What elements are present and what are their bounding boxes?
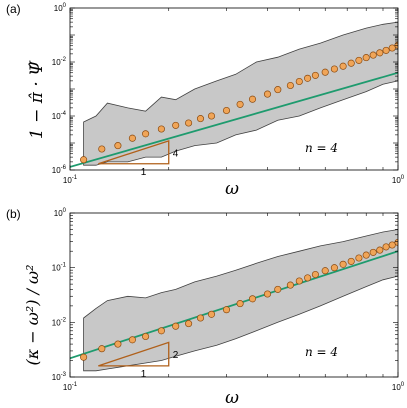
- panel-a-plot-area: 1 4 10-1 100 10-6 10-4 10-2 100: [52, 3, 405, 185]
- panel-a-data-point: [330, 65, 338, 73]
- panel-b-data-point: [222, 306, 231, 314]
- panel-b-data-point: [355, 254, 363, 262]
- panel-a-data-point: [142, 130, 150, 138]
- panel-a-label: (a): [6, 2, 21, 16]
- panel-b-data-point: [98, 345, 106, 353]
- panel-a-y-tick-label: 100: [54, 3, 67, 13]
- panel-a-data-point: [355, 56, 363, 64]
- panel-a-data-point: [286, 81, 294, 90]
- panel-b-data-point: [274, 285, 282, 293]
- panel-b-fit-line: [70, 250, 398, 360]
- panel-b-data-point: [80, 353, 88, 361]
- panel-a-annotation: n = 4: [305, 141, 338, 155]
- panel-b-ylabel-text: (κ − ω²) / ω²: [23, 264, 42, 365]
- panel-a-y-tick-label: 10-2: [52, 57, 67, 67]
- panel-b-data-point: [236, 300, 244, 308]
- panel-b-data-point: [369, 248, 377, 256]
- panel-a-slope-rise-label: 4: [173, 148, 179, 159]
- panel-a-data-layer: [70, 21, 398, 168]
- panel-a-data-point: [382, 46, 390, 54]
- panel-b-data-point: [185, 320, 193, 328]
- panel-a-data-point: [339, 62, 347, 70]
- panel-b-slope-rise-label: 2: [173, 350, 179, 361]
- panel-b-xlabel: ω: [225, 388, 239, 408]
- panel-a-slope-run-label: 1: [141, 167, 147, 178]
- panel-a-data-point: [128, 134, 136, 142]
- panel-a-data-point: [295, 77, 303, 86]
- panel-b-data-point: [263, 290, 272, 298]
- panel-a-ylabel-text: 1 − π̂ · Ψ̂: [27, 60, 47, 139]
- panel-a-data-point: [347, 59, 355, 67]
- panel-a-data-point: [207, 112, 216, 120]
- panel-a-y-tick-label: 10-6: [52, 165, 67, 175]
- panel-b-data-point: [286, 281, 294, 289]
- panel-a-data-point: [236, 100, 244, 108]
- panel-b-data-point: [311, 270, 319, 279]
- panel-b-x-tick-label: 100: [392, 382, 405, 392]
- panel-b-data-point: [347, 257, 355, 265]
- panel-b-data-point: [388, 241, 396, 249]
- panel-a-xlabel: ω: [225, 179, 239, 199]
- panel-a-data-point: [248, 95, 257, 103]
- panel-b-ylabel: (κ − ω²) / ω²: [23, 264, 42, 365]
- panel-a-x-tick-label: 100: [392, 175, 405, 185]
- panel-b-label: (b): [6, 207, 21, 221]
- panel-a-slope-triangle: [98, 139, 170, 165]
- panel-b-x-tick-label: 10-1: [63, 382, 78, 392]
- panel-b-y-tick-label: 100: [54, 208, 67, 218]
- panel-b-data-point: [114, 340, 122, 348]
- panel-b-data-point: [376, 246, 384, 254]
- panel-a-data-point: [263, 90, 272, 98]
- panel-a-data-point: [311, 71, 319, 79]
- panel-a-data-point: [172, 121, 180, 129]
- panel-a-data-point: [304, 74, 312, 82]
- panel-b-data-point: [382, 243, 390, 251]
- panel-a-data-point: [376, 49, 384, 57]
- panel-a-data-point: [98, 145, 106, 153]
- panel-b-data-point: [207, 310, 216, 318]
- panel-a-data-point: [114, 142, 122, 150]
- panel-b-annotation: n = 4: [305, 345, 338, 359]
- panel-b-data-point: [339, 260, 347, 268]
- panel-a-data-point: [369, 51, 377, 59]
- panel-a-data-point: [222, 106, 231, 115]
- panel-a-data-point: [157, 125, 165, 133]
- panel-a: (a) 1 − π̂ · Ψ̂ ω n = 4 1 4 10-1 100 10-6 10-…: [6, 2, 405, 199]
- panel-b-slope-triangle: [98, 341, 170, 367]
- panel-a-ylabel: 1 − π̂ · Ψ̂: [27, 60, 47, 139]
- panel-b-data-point: [157, 327, 165, 335]
- panel-b-y-tick-label: 10-2: [52, 317, 67, 327]
- panel-a-fit-line: [70, 71, 398, 168]
- panel-a-data-point: [274, 86, 282, 94]
- panel-a-x-tick-label: 10-1: [63, 175, 78, 185]
- panel-b-data-point: [304, 274, 312, 282]
- panel-b-data-point: [321, 267, 329, 275]
- panel-b-slope-run-label: 1: [141, 369, 147, 380]
- panel-b-data-point: [330, 264, 338, 272]
- panel-b-data-point: [295, 277, 303, 285]
- panel-a-data-point: [321, 68, 329, 76]
- panel-b-data-point: [196, 314, 205, 322]
- panel-b-y-tick-label: 10-3: [52, 372, 67, 382]
- panel-b-axes-frame: [69, 212, 399, 378]
- panel-a-data-point: [362, 54, 370, 62]
- panel-a-data-point: [388, 44, 396, 52]
- panel-a-data-point: [196, 115, 205, 123]
- panel-a-data-point: [80, 156, 88, 164]
- panel-b-plot-area: 1 2 10-1 100 10-3 10-2 10-1 100: [52, 208, 405, 392]
- panel-b-data-layer: [70, 229, 398, 372]
- panel-b-data-point: [128, 336, 136, 344]
- panel-b-data-point: [362, 251, 370, 259]
- panel-b-data-point: [248, 295, 257, 303]
- panel-b-data-point: [172, 322, 180, 330]
- panel-b-data-point: [142, 332, 150, 341]
- panel-a-uncertainty-band: [83, 21, 398, 166]
- panel-b-y-tick-label: 10-1: [52, 263, 67, 273]
- panel-a-y-tick-label: 10-4: [52, 111, 67, 121]
- panel-a-data-point: [185, 119, 193, 127]
